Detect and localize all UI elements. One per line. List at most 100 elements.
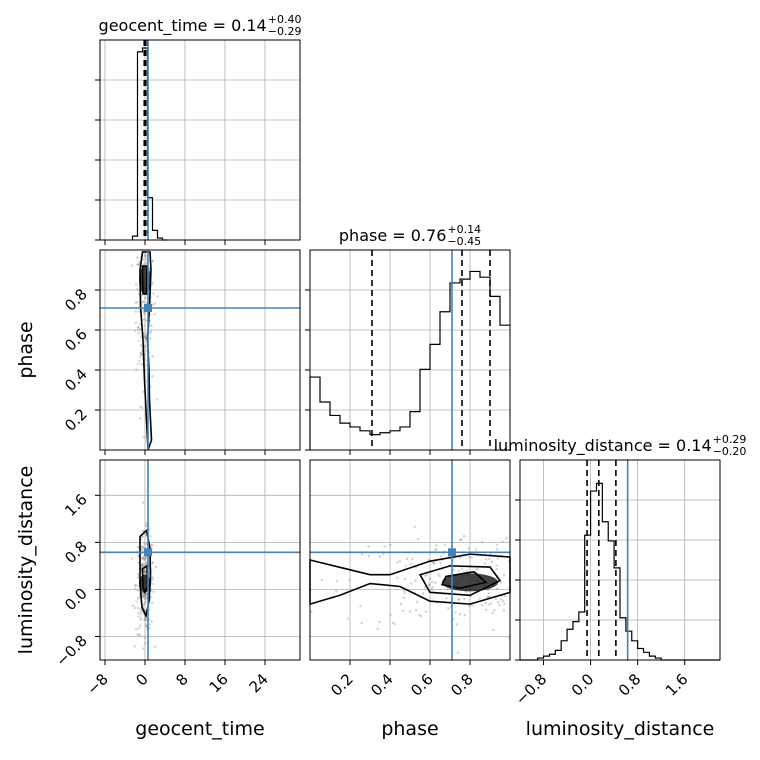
sample-point (403, 591, 406, 594)
sample-point (383, 545, 386, 548)
sample-point (401, 609, 405, 613)
sample-point (376, 627, 379, 631)
sample-point (462, 534, 466, 538)
sample-point (496, 600, 500, 604)
y-tick-label: 0.0 (61, 585, 91, 615)
sample-point (502, 574, 506, 577)
sample-point (136, 326, 140, 329)
sample-point (409, 563, 412, 566)
sample-point (443, 543, 447, 546)
sample-point (493, 608, 496, 612)
sample-point (431, 580, 434, 584)
sample-point (431, 586, 434, 589)
sample-point (389, 613, 392, 617)
sample-point (144, 642, 147, 645)
sample-point (142, 300, 145, 304)
sample-point (360, 552, 364, 556)
sample-point (149, 595, 153, 599)
sample-point (150, 544, 153, 547)
y-tick-label: 0.6 (61, 325, 91, 355)
sample-point (360, 622, 363, 625)
grid-lines (100, 40, 720, 660)
sample-point (137, 328, 140, 332)
sample-point (144, 344, 147, 348)
sample-point (139, 344, 143, 347)
sample-point (142, 593, 145, 596)
sample-point (487, 591, 490, 595)
sample-point (457, 569, 461, 573)
sample-point (433, 562, 436, 565)
truth-marker (448, 548, 456, 557)
sample-point (144, 336, 148, 339)
sample-point (143, 598, 147, 601)
sample-point (140, 353, 143, 356)
sample-point (139, 607, 142, 610)
sample-point (141, 300, 144, 303)
panel-frame (99, 39, 301, 241)
sample-point (134, 321, 138, 325)
sample-point (133, 587, 137, 590)
sample-point (144, 556, 147, 560)
sample-point (144, 255, 147, 258)
sample-point (138, 323, 142, 326)
sample-point (378, 555, 382, 559)
sample-point (142, 311, 146, 314)
sample-point (130, 557, 134, 560)
truth-marker (144, 304, 152, 312)
sample-point (475, 568, 478, 571)
sample-point (403, 589, 406, 593)
sample-point (414, 608, 418, 612)
x-tick-label: −0.8 (512, 670, 550, 708)
sample-point (144, 253, 147, 256)
sample-point (418, 614, 421, 617)
panel-frames (99, 39, 721, 661)
sample-point (348, 578, 351, 582)
sample-point (439, 554, 443, 558)
panel-frame (99, 459, 301, 661)
panel-frame (519, 459, 721, 661)
sample-point (137, 331, 140, 335)
sample-point (463, 597, 466, 601)
sample-point (135, 256, 139, 259)
sample-point (505, 536, 508, 540)
sample-point (483, 562, 487, 565)
sample-point (140, 362, 143, 365)
sample-point (151, 303, 155, 306)
sample-point (136, 288, 139, 291)
sample-point (393, 622, 397, 626)
sample-point (495, 543, 499, 547)
sample-point (496, 557, 499, 560)
contour-2 (141, 265, 148, 295)
sample-point (142, 558, 145, 562)
sample-point (501, 540, 504, 543)
sample-point (156, 398, 159, 401)
sample-point (434, 548, 437, 552)
sample-point (137, 627, 141, 630)
sample-point (136, 555, 140, 558)
contour-1 (139, 251, 153, 451)
sample-point (143, 312, 146, 316)
data-marks (100, 40, 720, 661)
panel-frame (99, 249, 301, 451)
panel-title: geocent_time = 0.14 +0.40−0.29 (99, 13, 302, 38)
sample-point (139, 335, 143, 338)
sample-point (488, 557, 491, 561)
sample-point (144, 335, 147, 338)
sample-point (491, 612, 494, 615)
y-tick-label: −0.8 (52, 632, 90, 670)
sample-point (499, 581, 503, 584)
sample-point (404, 578, 407, 581)
x-axis-label: phase (381, 718, 438, 740)
sample-point (153, 312, 156, 316)
sample-point (502, 599, 505, 603)
sample-point (143, 636, 147, 640)
sample-point (431, 561, 434, 564)
sample-point (145, 524, 148, 528)
sample-point (430, 588, 433, 591)
sample-point (134, 584, 137, 587)
sample-point (494, 597, 498, 601)
sample-point (423, 574, 427, 578)
sample-point (142, 546, 145, 549)
x-tick-label: 0 (132, 670, 151, 689)
sample-point (140, 538, 143, 541)
